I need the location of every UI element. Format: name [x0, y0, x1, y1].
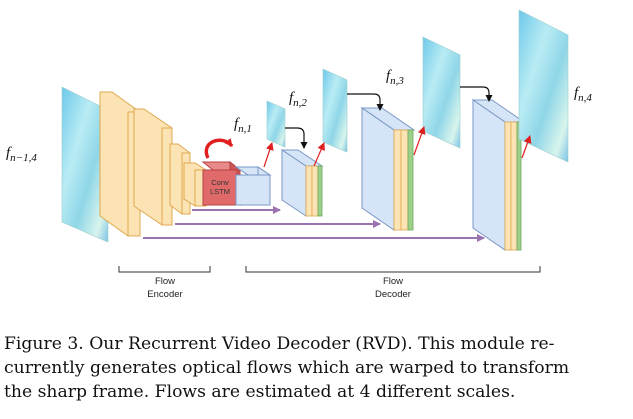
flow-label-2: fn,2 — [289, 90, 307, 109]
flow-frame-1 — [266, 100, 286, 148]
caption-line-2: currently generates optical flows which … — [4, 358, 570, 378]
decoder-block-4 — [471, 99, 526, 251]
conv-lstm-label-2: LSTM — [210, 187, 230, 196]
decoder-block-3 — [360, 107, 416, 231]
figure-caption: Figure 3. Our Recurrent Video Decoder (R… — [4, 332, 628, 404]
caption-line-1: Figure 3. Our Recurrent Video Decoder (R… — [4, 334, 555, 354]
flow-encoder — [99, 91, 207, 237]
warp-arrows — [285, 86, 493, 149]
flow-frame-2 — [322, 68, 348, 153]
flow-label-1: fn,1 — [234, 116, 252, 135]
red-flow-arrows — [263, 126, 532, 168]
flow-decoder-label-2: Decoder — [375, 289, 411, 300]
encoder-bracket — [118, 266, 211, 273]
decoder-block-2 — [280, 149, 324, 217]
recurrent-arrow — [204, 138, 234, 159]
flow-encoder-label-2: Encoder — [147, 289, 182, 300]
input-frame-label: fn−1,4 — [6, 145, 37, 164]
flow-label-3: fn,3 — [386, 68, 404, 87]
conv-lstm-label-1: Conv — [211, 178, 229, 187]
flow-decoder-label-1: Flow — [383, 276, 403, 287]
rvd-diagram: fn−1,4 Conv LSTM fn,1 — [6, 9, 592, 300]
flow-label-4: fn,4 — [574, 85, 592, 104]
decoder-block-1 — [234, 166, 272, 206]
flow-frame-4 — [518, 9, 569, 163]
skip-connections — [143, 206, 485, 242]
caption-line-3: the sharp frame. Flows are estimated at … — [4, 382, 516, 402]
flow-frame-3 — [422, 36, 461, 149]
input-frame — [61, 86, 109, 243]
flow-encoder-label-1: Flow — [155, 276, 175, 287]
decoder-bracket — [245, 266, 541, 273]
